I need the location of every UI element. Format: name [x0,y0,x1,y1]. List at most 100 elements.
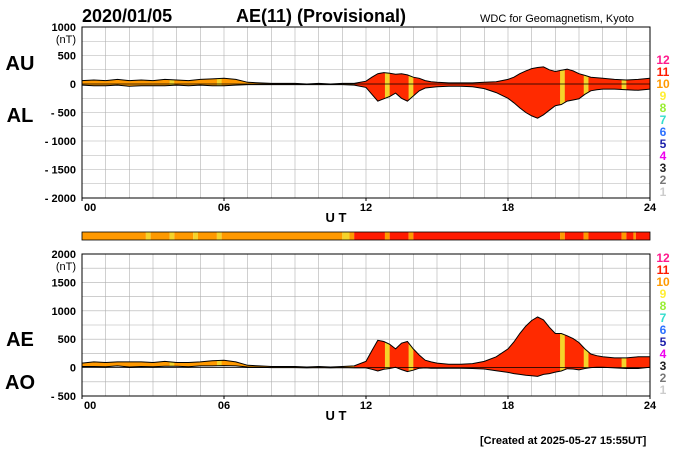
y-tick-label: - 500 [51,108,76,120]
station-bar-segment [384,232,390,240]
legend-item-5: 5 [660,137,667,151]
station-bar-segment [169,232,175,240]
au-label: AU [6,53,35,75]
y-tick-label: - 2000 [45,193,76,205]
station-bar-segment [633,232,636,240]
y-tick-label: 2000 [52,249,76,261]
legend-item-3: 3 [660,161,667,175]
y-units-label: (nT) [56,261,76,273]
station-bar-segment [197,232,217,240]
yellow-band [560,66,565,119]
station-bar-segment [408,232,414,240]
series-line-au [81,66,651,85]
yellow-band [408,66,414,119]
station-bar-segment [145,232,151,240]
station-bar-segment [413,232,561,240]
y-tick-label: - 1500 [45,165,76,177]
station-bar-segment [588,232,622,240]
legend-item-7: 7 [660,113,667,127]
legend-item-8: 8 [660,101,667,115]
y-units-label: (nT) [56,34,76,46]
chart-title: AE(11) (Provisional) [236,6,406,26]
legend-item-1: 1 [660,383,667,397]
station-bar-segment [193,232,198,240]
legend-item-2: 2 [660,371,667,385]
x-tick-label: 06 [218,400,230,412]
legend-item-2: 2 [660,173,667,187]
station-bar-segment [564,232,584,240]
y-tick-label: 1000 [52,22,76,34]
station-bar-segment [626,232,634,240]
series-line-ao [82,365,651,377]
legend-item-4: 4 [660,347,667,361]
y-tick-label: 0 [70,79,76,91]
station-bar-segment [349,232,355,240]
legend-item-9: 9 [660,89,667,103]
au-al-panel: 1000 500 0 - 500 - 1000 - 1500 - 2000 (nT) 00 06 1… [6,22,657,225]
ao-label: AO [5,372,35,394]
x-tick-label: 12 [360,202,372,214]
ae-label: AE [6,329,34,351]
y-tick-label: 1000 [52,306,76,318]
station-count-bar [81,231,651,241]
x-tick-label: 06 [218,202,230,214]
yellow-band [384,317,390,377]
station-bar-segment [621,232,627,240]
al-label: AL [7,105,34,127]
station-bar-segment [174,232,194,240]
y-tick-label: 0 [70,363,76,375]
x-tick-label: 24 [644,400,657,412]
station-bar-segment [216,232,222,240]
x-tick-label: 18 [502,202,514,214]
station-bar-segment [354,232,385,240]
x-axis-label: U T [326,408,347,423]
series-line-ae [81,316,650,368]
legend-item-10: 10 [656,77,670,91]
station-bar-segment [150,232,170,240]
station-bar-segment [635,232,650,240]
station-bar-segment [342,232,350,240]
station-bar-segment [560,232,565,240]
legend-item-12: 12 [656,251,670,265]
legend-item-6: 6 [660,125,667,139]
station-bar-segment [221,232,343,240]
legend-item-1: 1 [660,185,667,199]
yellow-band [384,66,390,119]
x-tick-label: 12 [360,400,372,412]
x-tick-label: 00 [84,400,96,412]
legend-item-7: 7 [660,311,667,325]
legend-item-12: 12 [656,53,670,67]
legend-item-5: 5 [660,335,667,349]
station-bar-segment [583,232,589,240]
legend-item-4: 4 [660,149,667,163]
station-bar-segment [82,232,146,240]
date-title: 2020/01/05 [82,6,172,26]
legend-item-6: 6 [660,323,667,337]
yellow-band [560,317,565,377]
y-tick-label: 1500 [52,277,76,289]
ae-ao-panel: 2000 1500 1000 500 0 - 500 (nT) 00 06 12 18 24 U T AE… [5,249,657,423]
yellow-band [583,66,589,119]
created-timestamp: [Created at 2025-05-27 15:55UT] [480,435,647,447]
legend-item-10: 10 [656,275,670,289]
station-bar-segment [389,232,409,240]
y-tick-label: - 1000 [45,136,76,148]
legend-item-3: 3 [660,359,667,373]
x-tick-label: 00 [84,202,96,214]
series-line-al [81,84,651,119]
y-tick-label: - 500 [51,391,76,403]
y-tick-label: 500 [58,334,76,346]
legend-item-9: 9 [660,287,667,301]
x-tick-label: 18 [502,400,514,412]
x-axis-label: U T [326,210,347,225]
y-tick-label: 500 [58,51,76,63]
source-label: WDC for Geomagnetism, Kyoto [480,13,634,25]
legend-item-11: 11 [657,263,670,277]
legend-item-11: 11 [657,65,670,79]
station-bar-frame [81,231,651,241]
legend-item-8: 8 [660,299,667,313]
x-tick-label: 24 [644,202,657,214]
